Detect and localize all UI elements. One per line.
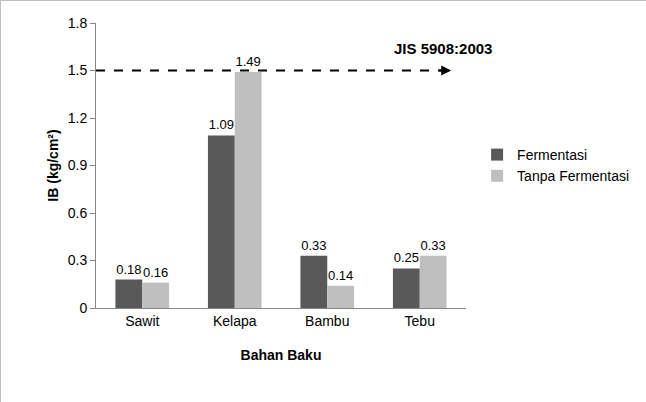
svg-text:JIS 5908:2003: JIS 5908:2003	[394, 40, 492, 57]
svg-text:0.9: 0.9	[68, 157, 88, 173]
svg-text:0.18: 0.18	[116, 262, 141, 277]
svg-text:0.16: 0.16	[143, 265, 168, 280]
svg-text:0.25: 0.25	[394, 250, 419, 265]
svg-text:Fermentasi: Fermentasi	[517, 147, 587, 163]
svg-text:IB (kg/cm²): IB (kg/cm²)	[45, 129, 61, 201]
svg-text:1.49: 1.49	[236, 54, 261, 69]
svg-text:Tanpa Fermentasi: Tanpa Fermentasi	[517, 168, 629, 184]
svg-text:Kelapa: Kelapa	[213, 313, 257, 329]
svg-text:0.33: 0.33	[421, 238, 446, 253]
svg-text:1.8: 1.8	[68, 15, 88, 31]
svg-text:Bahan Baku: Bahan Baku	[241, 347, 322, 363]
svg-text:Sawit: Sawit	[125, 313, 159, 329]
svg-text:0.3: 0.3	[68, 252, 88, 268]
svg-text:1.2: 1.2	[68, 110, 88, 126]
svg-text:0.33: 0.33	[301, 238, 326, 253]
svg-text:1.09: 1.09	[209, 117, 234, 132]
svg-text:0: 0	[79, 300, 87, 316]
svg-text:Bambu: Bambu	[305, 313, 349, 329]
svg-text:0.6: 0.6	[68, 205, 88, 221]
svg-text:1.5: 1.5	[68, 62, 88, 78]
svg-text:0.14: 0.14	[328, 268, 353, 283]
svg-text:Tebu: Tebu	[405, 313, 435, 329]
